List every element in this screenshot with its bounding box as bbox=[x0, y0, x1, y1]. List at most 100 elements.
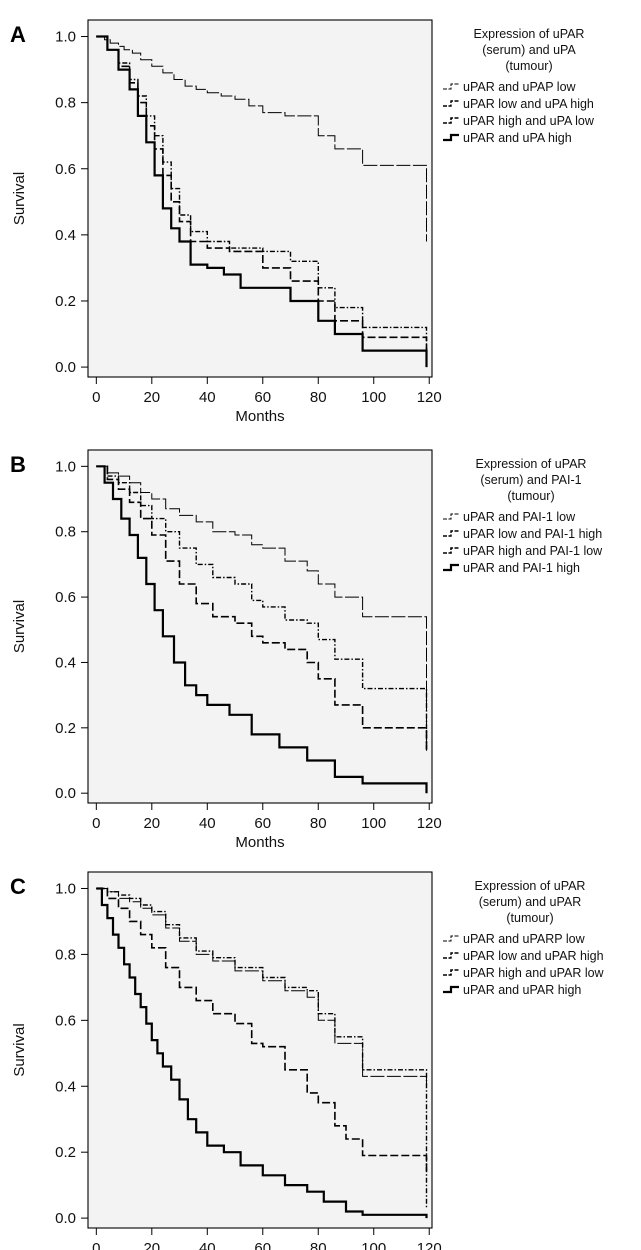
x-axis-title: Months bbox=[235, 834, 284, 851]
x-tick-label: 20 bbox=[143, 815, 160, 832]
y-tick-label: 0.2 bbox=[55, 720, 76, 737]
plot-area bbox=[88, 450, 432, 803]
x-tick-label: 80 bbox=[310, 389, 327, 406]
legend-swatch bbox=[443, 969, 459, 976]
series-line bbox=[96, 887, 428, 1219]
y-tick-label: 1.0 bbox=[55, 458, 76, 475]
x-tick-label: 100 bbox=[361, 815, 386, 832]
y-tick-label: 0.2 bbox=[55, 293, 76, 310]
y-tick-label: 0.8 bbox=[55, 946, 76, 963]
legend-title: (tumour) bbox=[507, 489, 554, 503]
series-line bbox=[96, 465, 428, 794]
series-line bbox=[96, 887, 428, 1172]
legend-swatch bbox=[443, 133, 459, 142]
x-tick-label: 60 bbox=[254, 1240, 271, 1250]
x-tick-label: 0 bbox=[92, 815, 100, 832]
x-tick-label: 0 bbox=[92, 389, 100, 406]
legend-title: (serum) and uPAR bbox=[479, 895, 582, 909]
y-tick-label: 1.0 bbox=[55, 29, 76, 46]
x-tick-label: 80 bbox=[310, 1240, 327, 1250]
legend-swatch bbox=[443, 100, 459, 107]
x-tick-label: 120 bbox=[417, 815, 442, 832]
legend-entry: uPAR low and PAI-1 high bbox=[463, 527, 602, 541]
x-tick-label: 100 bbox=[361, 389, 386, 406]
legend-swatch bbox=[443, 547, 459, 554]
legend-entry: uPAR high and uPA low bbox=[463, 114, 595, 128]
y-tick-label: 0.6 bbox=[55, 589, 76, 606]
y-tick-label: 0.4 bbox=[55, 227, 76, 244]
legend-entry: uPAR and uPAP low bbox=[463, 80, 577, 94]
legend: Expression of uPAR (serum) and PAI-1 (tumo… bbox=[443, 457, 603, 575]
y-tick-label: 0.0 bbox=[55, 359, 76, 376]
y-tick-label: 0.8 bbox=[55, 524, 76, 541]
legend-title: (serum) and uPA bbox=[482, 43, 576, 57]
legend-entry: uPAR and uPARP low bbox=[463, 932, 586, 946]
legend-title: (tumour) bbox=[505, 59, 552, 73]
legend: Expression of uPAR (serum) and uPAR (tumou… bbox=[443, 879, 605, 997]
series-line bbox=[96, 36, 427, 242]
plot-area bbox=[88, 20, 432, 377]
x-tick-label: 120 bbox=[417, 1240, 442, 1250]
legend-entry: uPAR and PAI-1 low bbox=[463, 510, 576, 524]
x-tick-label: 40 bbox=[199, 815, 216, 832]
panel-label: B bbox=[10, 452, 26, 477]
legend-title: (tumour) bbox=[506, 911, 553, 925]
series-line bbox=[96, 887, 428, 1209]
x-tick-label: 60 bbox=[254, 389, 271, 406]
y-tick-label: 0.0 bbox=[55, 1210, 76, 1227]
legend-swatch bbox=[443, 563, 459, 572]
panel-a: A 0.0 0.2 0.4 0.6 0.8 1.0 0 20 40 60 80 100 120 Months… bbox=[10, 19, 595, 425]
y-axis-title: Survival bbox=[11, 172, 28, 225]
legend-entry: uPAR high and uPAR low bbox=[463, 966, 605, 980]
y-tick-label: 0.4 bbox=[55, 654, 76, 671]
legend-entry: uPAR and uPA high bbox=[463, 131, 572, 145]
legend-entry: uPAR and PAI-1 high bbox=[463, 561, 580, 575]
legend-title: Expression of uPAR bbox=[475, 879, 586, 893]
series-line bbox=[96, 35, 428, 368]
x-tick-label: 20 bbox=[143, 389, 160, 406]
plot-frame bbox=[87, 449, 433, 804]
y-axis-title: Survival bbox=[11, 1023, 28, 1076]
legend-entry: uPAR and uPAR high bbox=[463, 983, 581, 997]
series-line bbox=[96, 465, 428, 751]
legend-swatch bbox=[443, 530, 459, 537]
legend-title: Expression of uPAR bbox=[474, 27, 585, 41]
legend-swatch bbox=[443, 117, 459, 124]
legend: Expression of uPAR (serum) and uPA (tumour… bbox=[443, 27, 595, 145]
x-tick-label: 100 bbox=[361, 1240, 386, 1250]
x-tick-label: 120 bbox=[417, 389, 442, 406]
x-tick-label: 40 bbox=[199, 1240, 216, 1250]
x-tick-label: 60 bbox=[254, 815, 271, 832]
y-tick-label: 0.0 bbox=[55, 785, 76, 802]
x-tick-label: 80 bbox=[310, 815, 327, 832]
x-tick-label: 0 bbox=[92, 1240, 100, 1250]
panel-label: C bbox=[10, 874, 26, 899]
panel-b: B 0.0 0.2 0.4 0.6 0.8 1.0 0 20 40 60 80 100 120 Months… bbox=[10, 449, 603, 851]
x-tick-label: 40 bbox=[199, 389, 216, 406]
legend-title: Expression of uPAR bbox=[476, 457, 587, 471]
plot-frame bbox=[87, 19, 433, 378]
legend-entry: uPAR high and PAI-1 low bbox=[463, 544, 603, 558]
panel-c: C0.00.20.40.60.81.0020406080100120Months… bbox=[10, 871, 605, 1250]
legend-swatch bbox=[443, 935, 459, 942]
y-tick-label: 0.6 bbox=[55, 161, 76, 178]
panel-label: A bbox=[10, 22, 26, 47]
x-axis-title: Months bbox=[235, 408, 284, 425]
legend-swatch bbox=[443, 83, 459, 90]
legend-swatch bbox=[443, 513, 459, 520]
y-axis-title: Survival bbox=[11, 600, 28, 653]
legend-swatch bbox=[443, 952, 459, 959]
plot-area bbox=[88, 872, 432, 1228]
legend-entry: uPAR low and uPAR high bbox=[463, 949, 604, 963]
y-tick-label: 0.6 bbox=[55, 1012, 76, 1029]
plot-frame bbox=[87, 871, 433, 1229]
y-tick-label: 1.0 bbox=[55, 880, 76, 897]
y-tick-label: 0.2 bbox=[55, 1144, 76, 1161]
legend-swatch bbox=[443, 985, 459, 994]
x-tick-label: 20 bbox=[143, 1240, 160, 1250]
y-tick-label: 0.8 bbox=[55, 95, 76, 112]
legend-title: (serum) and PAI-1 bbox=[480, 473, 581, 487]
legend-entry: uPAR low and uPA high bbox=[463, 97, 594, 111]
